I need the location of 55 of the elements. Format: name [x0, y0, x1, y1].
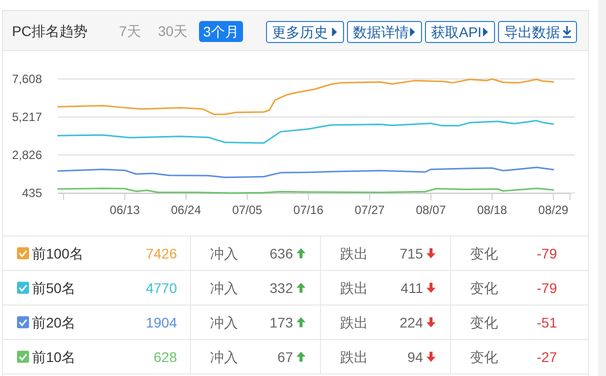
text: 30天	[158, 23, 188, 39]
text: 更多历史	[272, 24, 328, 40]
legend-label: 前20名	[32, 314, 76, 330]
text: 跌出	[340, 245, 368, 262]
text: 94	[407, 348, 424, 365]
text: 数据详情	[353, 24, 409, 40]
chart-title: PC排名趋势	[12, 23, 88, 39]
text: 跌出	[340, 280, 368, 296]
text: 332	[270, 280, 294, 296]
text: 冲入	[210, 314, 238, 330]
x-tick-label: 07/16	[293, 203, 324, 217]
x-tick-label: 08/29	[538, 203, 569, 217]
text: 导出数据	[504, 24, 560, 40]
x-tick-label: 08/18	[477, 203, 508, 217]
legend-label: 前50名	[32, 280, 76, 296]
y-tick-label: 5,217	[12, 110, 42, 124]
text: 3个月	[203, 24, 239, 40]
x-tick-label: 06/24	[170, 203, 202, 217]
text: 67	[277, 348, 294, 365]
line-series	[57, 120, 554, 144]
text: 715	[400, 245, 424, 262]
text: 冲入	[210, 280, 238, 296]
y-tick-label: 435	[22, 186, 42, 200]
text: -79	[536, 280, 558, 296]
text: -51	[536, 314, 558, 330]
text: 7天	[119, 23, 141, 39]
text: 224	[400, 314, 424, 330]
legend-label: 前10名	[32, 348, 76, 365]
text: 变化	[470, 280, 498, 296]
y-tick-label: 2,826	[12, 148, 42, 162]
text: 跌出	[340, 314, 368, 330]
text: 变化	[470, 245, 498, 262]
line-series	[57, 166, 554, 178]
x-tick-label: 07/05	[232, 203, 263, 217]
text: 628	[154, 348, 178, 365]
text: 7426	[146, 245, 178, 262]
text: 冲入	[210, 348, 238, 365]
text: 获取API	[431, 24, 482, 40]
legend-label: 前100名	[32, 245, 84, 262]
x-tick-label: 08/07	[416, 203, 446, 217]
text: 变化	[470, 348, 498, 365]
text: 1904	[146, 314, 178, 330]
y-tick-label: 7,608	[12, 72, 42, 86]
text: 4770	[146, 280, 178, 296]
text: 变化	[470, 314, 498, 330]
text: -79	[536, 245, 558, 262]
line-series	[57, 78, 554, 116]
text: 173	[270, 314, 294, 330]
x-tick-label: 07/27	[354, 203, 385, 217]
text: 636	[270, 245, 294, 262]
text: 411	[400, 280, 424, 296]
text: 冲入	[210, 245, 238, 262]
text: -27	[536, 348, 558, 365]
text: 跌出	[340, 348, 368, 365]
x-tick-label: 06/13	[110, 203, 140, 217]
